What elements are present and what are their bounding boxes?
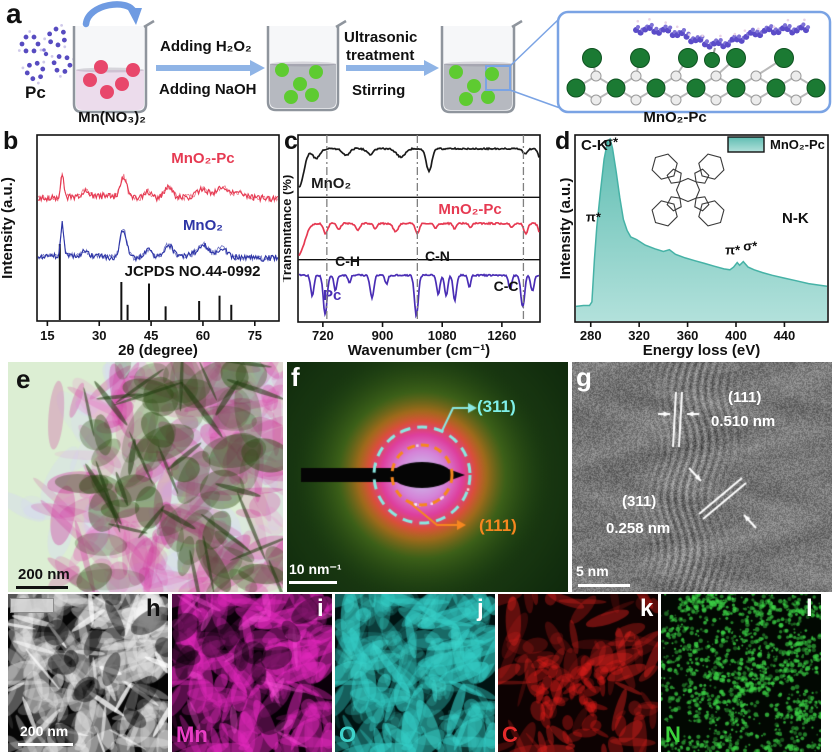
stem-info-chip <box>10 598 54 613</box>
svg-text:MnO₂-Pc: MnO₂-Pc <box>438 201 501 218</box>
svg-text:1260: 1260 <box>487 328 516 343</box>
svg-text:MnO₂: MnO₂ <box>311 175 351 192</box>
c-map-label: C <box>502 722 518 747</box>
step2-text-line1: Ultrasonic <box>344 29 418 46</box>
panel-label-f: f <box>291 362 300 392</box>
svg-text:75: 75 <box>248 328 262 343</box>
stem-scale-label: 200 nm <box>20 723 69 739</box>
step1-text-line1: Adding H₂O₂ <box>160 38 252 55</box>
o-map-label: O <box>339 722 357 747</box>
svg-text:1080: 1080 <box>428 328 457 343</box>
svg-text:C-H: C-H <box>335 253 360 269</box>
svg-text:30: 30 <box>92 328 106 343</box>
svg-text:Transmitance (%): Transmitance (%) <box>283 175 294 283</box>
svg-text:C-N: C-N <box>425 248 450 264</box>
panel-label-g: g <box>576 362 592 392</box>
svg-text:π*: π* <box>586 209 602 224</box>
synthesis-scheme-graphic <box>17 1 832 114</box>
svg-text:π*: π* <box>725 242 741 257</box>
svg-text:280: 280 <box>580 328 602 343</box>
svg-text:MnO₂-Pc: MnO₂-Pc <box>770 137 825 152</box>
saed-scale-bar <box>289 581 337 584</box>
svg-text:60: 60 <box>196 328 210 343</box>
step1-text-line2: Adding NaOH <box>159 81 257 98</box>
svg-text:C-C: C-C <box>494 278 519 294</box>
mn-map-label: Mn <box>176 722 208 747</box>
stem-image <box>8 594 168 752</box>
lattice-plane-bottom-label: (311) <box>622 493 657 510</box>
svg-text:320: 320 <box>628 328 650 343</box>
o-element-map <box>335 594 495 752</box>
svg-text:σ*: σ* <box>604 134 619 149</box>
svg-text:440: 440 <box>774 328 796 343</box>
saed-inner-ring-label: (111) <box>479 516 517 535</box>
stem-scale-bar <box>18 743 73 746</box>
hrtem-scale-bar <box>578 584 630 587</box>
panel-label-k: k <box>640 595 654 622</box>
svg-text:Intensity (a.u.): Intensity (a.u.) <box>0 177 16 279</box>
panel-label-j: j <box>477 595 484 622</box>
svg-text:400: 400 <box>725 328 747 343</box>
hrtem-scale-label: 5 nm <box>576 563 609 579</box>
svg-text:Pc: Pc <box>323 287 341 304</box>
pc-molecule-label: Pc <box>25 83 46 102</box>
svg-text:JCPDS NO.44-0992: JCPDS NO.44-0992 <box>125 263 261 280</box>
xrd-chart: 15 30 45 60 75 2θ (degree) Intensity (a.u.) JCP… <box>0 134 280 358</box>
svg-text:2θ (degree): 2θ (degree) <box>118 342 198 358</box>
eels-chart: 280 320 360 400 440 Energy loss (eV) Intensity… <box>560 134 829 358</box>
product-label: MnO₂-Pc <box>643 109 707 126</box>
c-element-map <box>498 594 658 752</box>
saed-pattern-image <box>287 362 568 592</box>
precursor-label: Mn(NO₃)₂ <box>78 109 146 126</box>
saed-scale-label: 10 nm⁻¹ <box>289 561 342 577</box>
n-element-map <box>661 594 821 752</box>
panel-label-i: i <box>317 595 324 622</box>
svg-text:N-K: N-K <box>782 210 809 227</box>
svg-text:15: 15 <box>40 328 54 343</box>
svg-text:Energy loss (eV): Energy loss (eV) <box>643 342 761 358</box>
svg-text:360: 360 <box>677 328 699 343</box>
panel-label-h: h <box>146 595 161 622</box>
svg-text:Intensity (a.u.): Intensity (a.u.) <box>560 178 574 280</box>
mn-element-map <box>172 594 332 752</box>
n-map-label: N <box>665 722 681 747</box>
step2-text-line3: Stirring <box>352 82 406 99</box>
svg-text:C-K: C-K <box>581 137 608 154</box>
panel-label-c: c <box>284 127 298 155</box>
panel-label-a: a <box>6 0 22 29</box>
lattice-spacing-top-label: 0.510 nm <box>711 413 776 430</box>
tem-image <box>8 362 283 592</box>
svg-text:45: 45 <box>144 328 158 343</box>
panel-label-d: d <box>555 127 571 155</box>
svg-text:900: 900 <box>372 328 394 343</box>
svg-text:MnO₂: MnO₂ <box>183 217 223 234</box>
hrtem-image <box>572 362 832 592</box>
lattice-plane-top-label: (111) <box>728 389 762 406</box>
tem-scale-label: 200 nm <box>18 566 70 583</box>
saed-outer-ring-label: (311) <box>477 397 516 416</box>
svg-text:σ*: σ* <box>743 239 758 254</box>
tem-scale-bar <box>16 586 68 589</box>
svg-text:720: 720 <box>312 328 334 343</box>
lattice-spacing-bottom-label: 0.258 nm <box>606 520 671 537</box>
panel-label-b: b <box>3 127 19 155</box>
panel-label-e: e <box>16 364 31 394</box>
panel-label-l: l <box>806 595 813 622</box>
svg-text:MnO₂-Pc: MnO₂-Pc <box>171 150 234 167</box>
step2-text-line2: treatment <box>346 47 415 64</box>
svg-text:Wavenumber (cm⁻¹): Wavenumber (cm⁻¹) <box>348 342 490 358</box>
